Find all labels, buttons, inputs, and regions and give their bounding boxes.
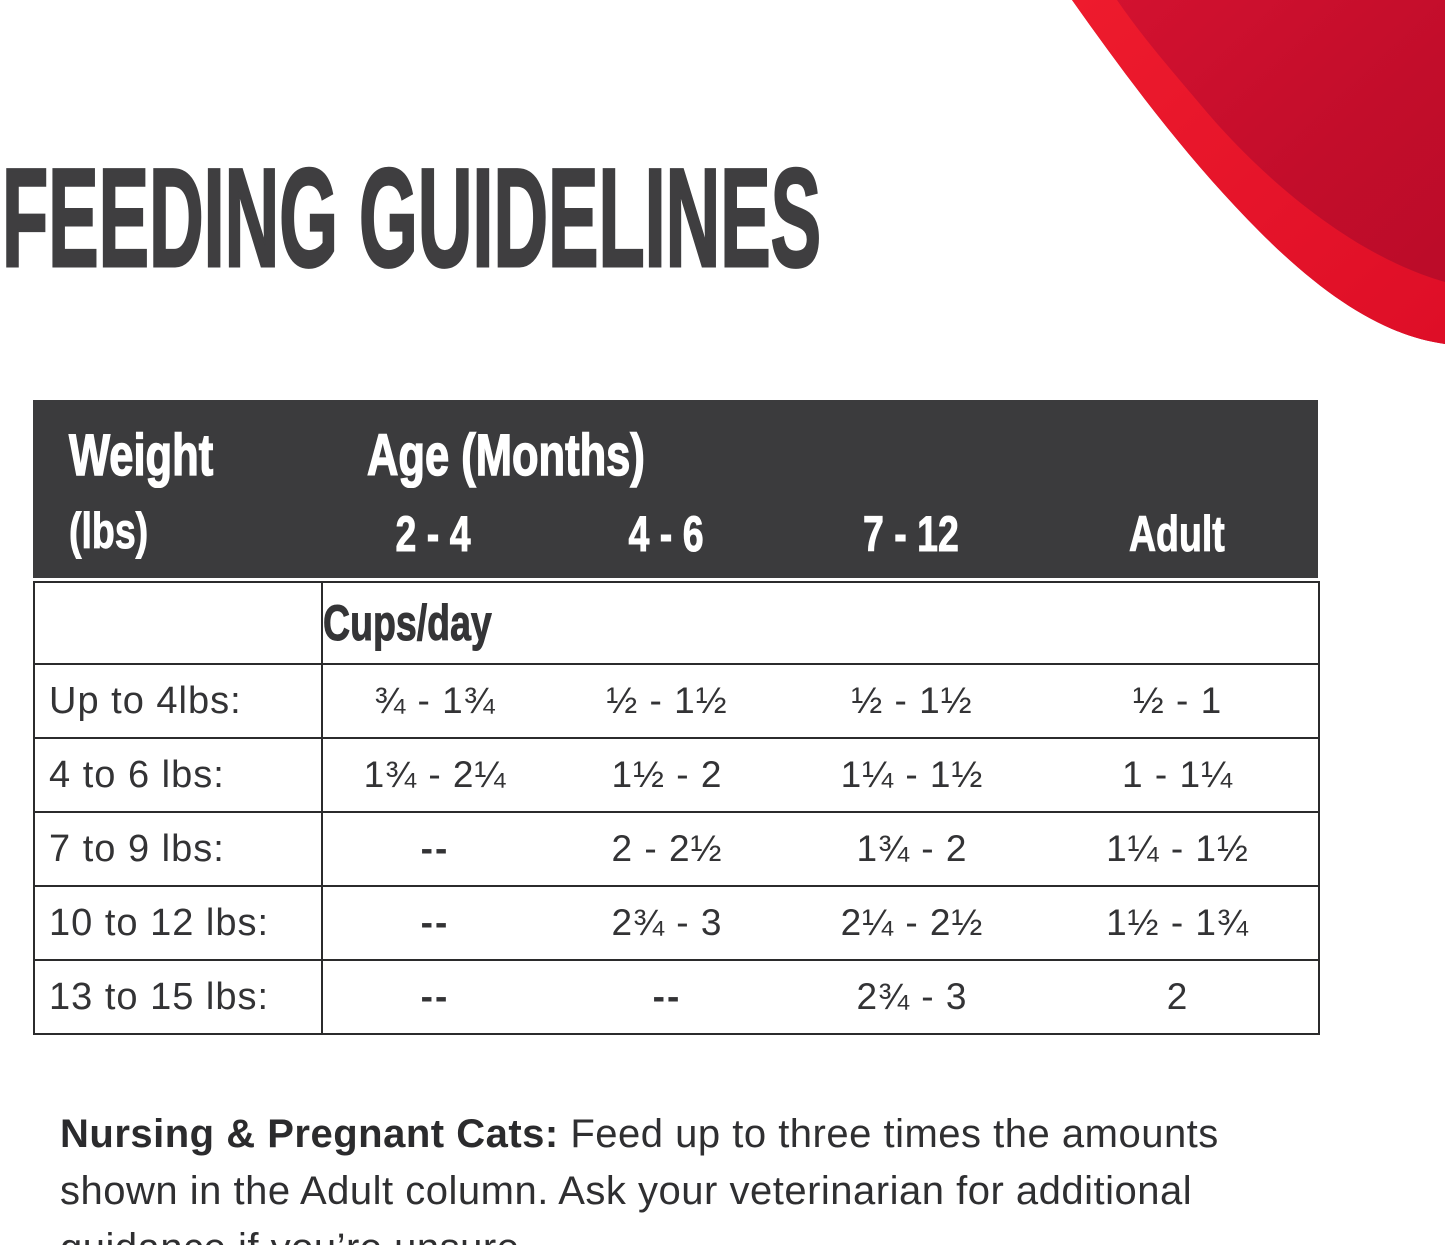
age-col-adult: Adult [1129,506,1226,563]
weight-range-cell: 7 to 9 lbs: [34,812,323,887]
cups-value-cell: 2 [1037,960,1319,1035]
cups-value-cell: 1¾ - 2¼ [322,738,547,813]
cups-value-cell: 1½ - 2 [547,738,787,813]
age-col-2-4: 2 - 4 [395,506,472,563]
page-title-text: FEEDING GUIDELINES [1,139,822,296]
feeding-table: Weight (lbs) Age (Months) 2 - 4 4 - 6 7 … [33,400,1320,1035]
cups-value-cell: 2¾ - 3 [547,886,787,961]
cups-value-cell: 1¼ - 1½ [1037,812,1319,887]
cups-value-cell: ½ - 1 [1037,664,1319,739]
units-row-empty-cell [34,582,323,665]
table-row: 4 to 6 lbs: 1¾ - 2¼ 1½ - 2 1¼ - 1½ 1 - 1… [34,738,1319,813]
cups-value-cell: 1¾ - 2 [787,812,1037,887]
cups-value-cell: ½ - 1½ [787,664,1037,739]
table-row: 13 to 15 lbs: -- -- 2¾ - 3 2 [34,960,1319,1035]
footnote-line-3: guidance if you’re unsure. [60,1220,1390,1245]
page-title: FEEDING GUIDELINES [1,139,1445,296]
cups-value-cell: -- [322,812,547,887]
cups-value-cell: -- [547,960,787,1035]
table-row: 10 to 12 lbs: -- 2¾ - 3 2¼ - 2½ 1½ - 1¾ [34,886,1319,961]
weight-range-cell: 4 to 6 lbs: [34,738,323,813]
weight-range-cell: 13 to 15 lbs: [34,960,323,1035]
age-subheader-row: 2 - 4 4 - 6 7 - 12 Adult [321,504,1318,564]
cups-value-cell: 2¾ - 3 [787,960,1037,1035]
footnote-lead: Nursing & Pregnant Cats: [60,1112,559,1156]
cups-per-day-label: Cups/day [323,595,493,652]
table-row: Up to 4lbs: ¾ - 1¾ ½ - 1½ ½ - 1½ ½ - 1 [34,664,1319,739]
footnote-line-2: shown in the Adult column. Ask your vete… [60,1169,1193,1213]
cups-value-cell: 1 - 1¼ [1037,738,1319,813]
units-cell: Cups/day [322,582,1319,665]
cups-value-cell: 1¼ - 1½ [787,738,1037,813]
weight-column-header: Weight [68,422,214,489]
cups-value-cell: ¾ - 1¾ [322,664,547,739]
cups-value-cell: ½ - 1½ [547,664,787,739]
cups-value-cell: 1½ - 1¾ [1037,886,1319,961]
cups-value-cell: 2¼ - 2½ [787,886,1037,961]
age-col-7-12: 7 - 12 [863,506,960,563]
age-months-header: Age (Months) [366,422,645,489]
table-body: Cups/day Up to 4lbs: ¾ - 1¾ ½ - 1½ ½ - 1… [33,581,1320,1035]
table-row: 7 to 9 lbs: -- 2 - 2½ 1¾ - 2 1¼ - 1½ [34,812,1319,887]
nursing-pregnant-footnote: Nursing & Pregnant Cats: Feed up to thre… [60,1106,1390,1245]
table-header: Weight (lbs) Age (Months) 2 - 4 4 - 6 7 … [33,400,1318,578]
cups-value-cell: -- [322,886,547,961]
cups-value-cell: 2 - 2½ [547,812,787,887]
red-swoosh-decoration [1072,0,1445,344]
units-row: Cups/day [34,582,1319,665]
weight-unit-label: (lbs) [69,503,149,560]
footnote-line-1: Nursing & Pregnant Cats: Feed up to thre… [60,1112,1219,1156]
cups-value-cell: -- [322,960,547,1035]
age-col-4-6: 4 - 6 [628,506,704,563]
weight-range-cell: Up to 4lbs: [34,664,323,739]
weight-range-cell: 10 to 12 lbs: [34,886,323,961]
